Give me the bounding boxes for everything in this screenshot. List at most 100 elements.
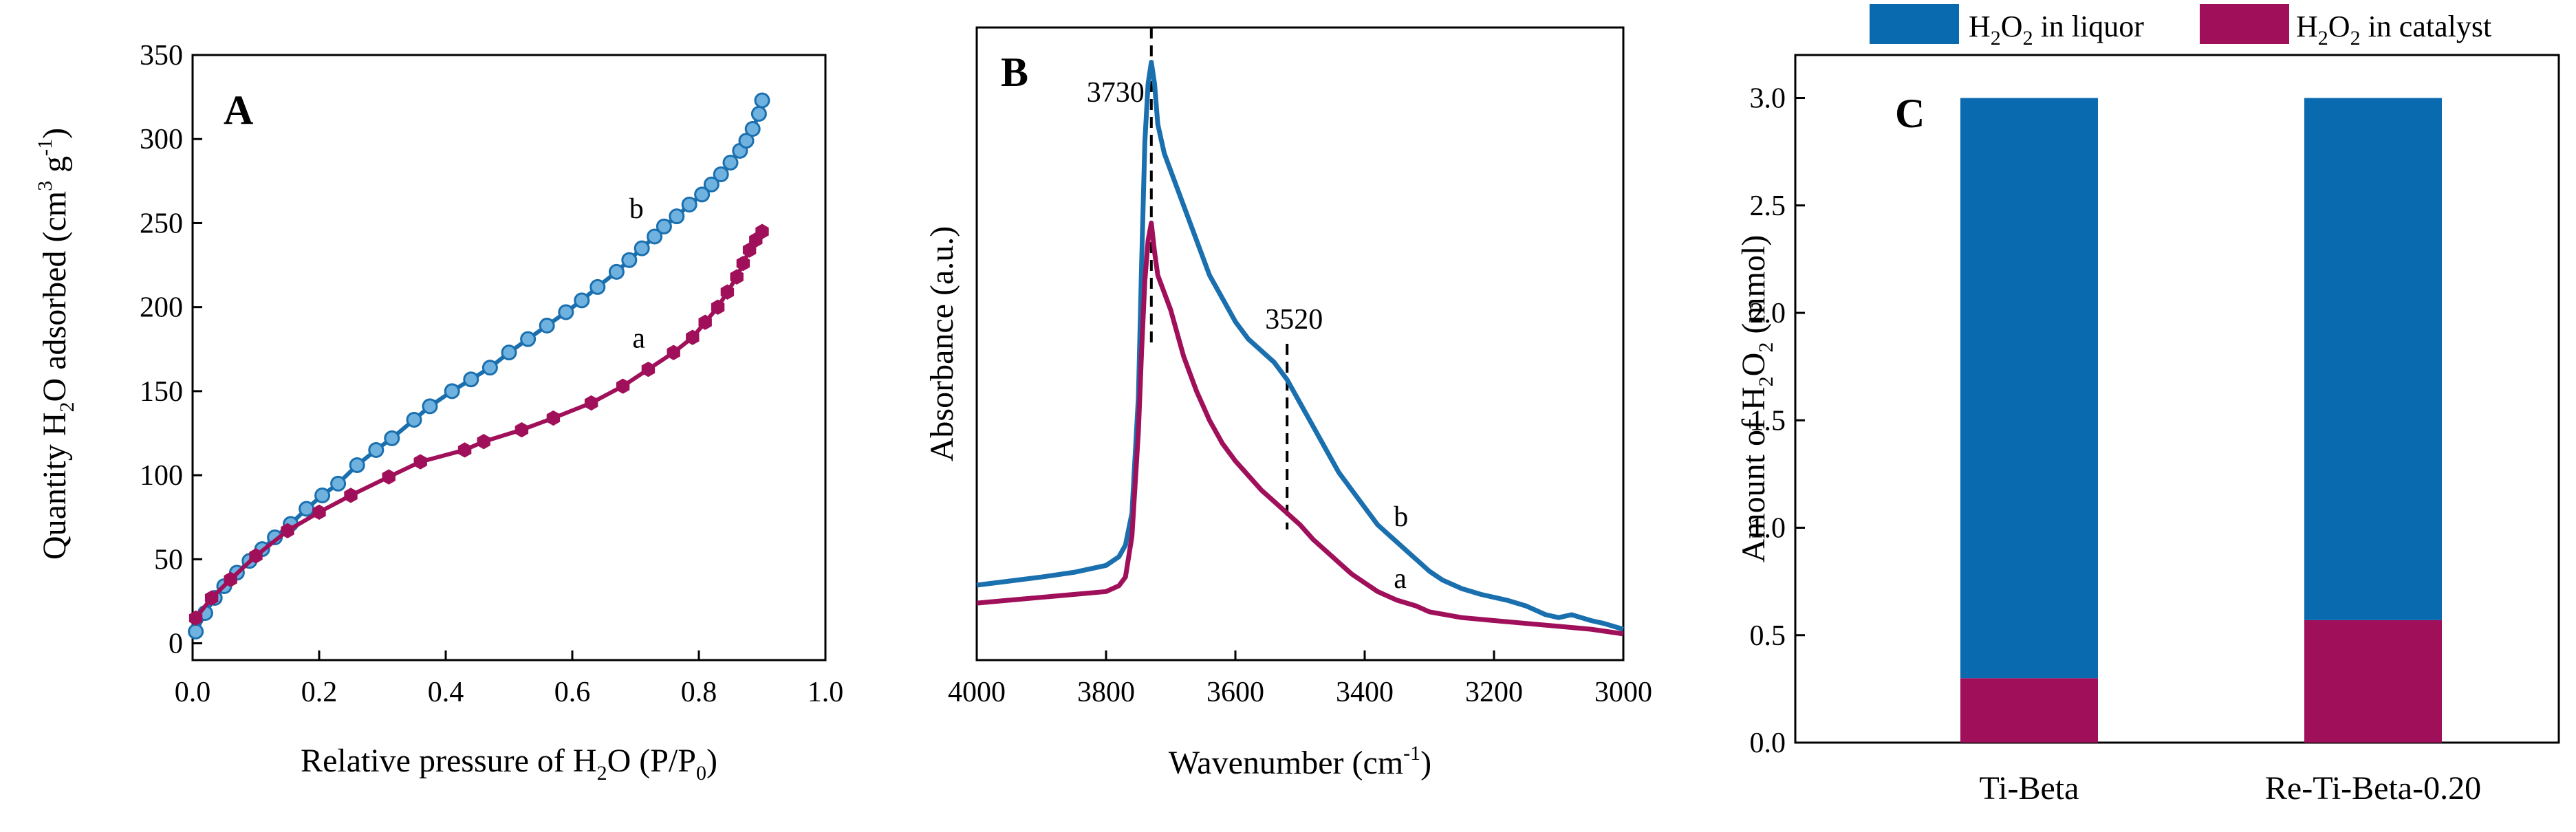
x-tick-label: 1.0 [808,677,844,708]
y-tick-label: 2.0 [1750,298,1786,329]
data-point-a [720,284,735,300]
data-point-b [608,263,625,280]
panel-c: C 0.0 0.5 1.0 1.5 2.0 2.5 3.0 Ti-Beta Re-Ti-Bet… [1735,4,2560,807]
panel-b-x-axis-label: Wavenumber (cm-1) [1169,742,1431,781]
data-point-b [656,218,672,234]
series-line-a [194,230,764,620]
panel-c-frame [1794,54,2560,744]
panel-a-label: A [224,87,253,133]
data-point-b [634,240,650,256]
data-point-a [224,571,237,587]
legend-label-catalyst: H2O2 in catalyst [2296,10,2491,50]
series-line-b [193,100,764,633]
data-point-b [520,331,537,347]
spectrum-label-a: a [1394,563,1407,595]
data-point-b [188,623,204,639]
data-point-a [641,361,656,377]
data-point-a [188,610,203,626]
spectrum-line-a [976,220,1624,637]
panel-c-bars [1960,98,2442,743]
data-point-b [647,228,663,245]
y-tick-label: 350 [140,40,183,72]
peak-label-3520: 3520 [1265,304,1323,336]
data-point-a [312,504,326,521]
y-tick-label: 3.0 [1750,83,1786,115]
x-tick-label: 3600 [1206,677,1264,708]
x-tick-label: 0.6 [554,677,591,708]
panel-a-x-axis-label: Relative pressure of H2O (P/P0) [301,743,717,785]
legend-label-liquor: H2O2 in liquor [1969,10,2144,50]
x-tick-label: 0.8 [681,677,717,708]
data-point-b [754,92,770,109]
data-point-b [713,166,729,183]
data-point-b [330,475,347,492]
series-label-a: a [632,322,645,354]
data-point-a [711,299,725,315]
bar-segment-liquor [1960,98,2098,679]
data-point-b [384,430,400,446]
data-point-a [546,410,561,426]
data-point-a [344,488,358,503]
panel-a: A 0 50 100 150 200 250 300 350 0.0 0.2 0.4 0.6 0.8 1… [34,40,843,785]
panel-a-y-ticks: 0 50 100 150 200 250 300 350 [140,40,202,660]
y-tick-label: 250 [140,208,183,239]
data-point-a [204,590,219,606]
y-tick-label: 0 [169,628,183,660]
data-point-a [686,329,700,345]
data-point-b [349,457,365,473]
panel-c-y-axis-label: Amount of H2O2 (mmol) [1735,235,1777,563]
panel-b-y-axis-label: Absorbance (a.u.) [924,226,960,462]
data-point-a [457,442,472,458]
y-tick-label: 2.5 [1750,190,1786,222]
panel-a-y-axis-label: Quantity H2O adsorbed (cm3 g-1) [34,128,78,560]
data-point-a [736,255,750,272]
category-label: Re-Ti-Beta-0.20 [2265,770,2481,807]
y-tick-label: 1.5 [1750,405,1786,437]
y-tick-label: 0.0 [1750,727,1786,759]
data-point-a [249,548,263,564]
panel-b-series [976,60,1624,637]
category-label: Ti-Beta [1980,770,2079,807]
legend-swatch-liquor [1870,4,1959,44]
series-label-b: b [629,193,644,225]
x-tick-label: 3400 [1336,677,1394,708]
peak-label-3730: 3730 [1087,77,1145,109]
panel-c-categories: Ti-Beta Re-Ti-Beta-0.20 [1980,770,2482,807]
data-point-b [539,318,555,334]
data-point-a [730,269,744,285]
y-tick-label: 100 [140,460,183,492]
y-tick-label: 200 [140,292,183,324]
data-point-a [413,454,427,470]
panel-c-y-ticks: 0.0 0.5 1.0 1.5 2.0 2.5 3.0 [1750,83,1805,759]
x-tick-label: 0.0 [175,677,211,708]
data-point-b [481,360,498,376]
x-tick-label: 3800 [1077,677,1135,708]
data-point-b [444,383,460,399]
data-point-a [667,344,680,360]
y-tick-label: 0.5 [1750,620,1786,652]
data-point-b [463,371,479,388]
y-tick-label: 300 [140,124,183,155]
data-point-b [558,304,574,320]
y-tick-label: 50 [154,544,183,576]
panel-a-series [188,92,770,639]
data-point-b [406,411,422,428]
legend-swatch-catalyst [2200,4,2289,44]
data-point-b [589,278,606,295]
panel-b-x-ticks: 4000 3800 3600 3400 3200 3000 [948,650,1652,708]
x-tick-label: 0.4 [428,677,464,708]
data-point-b [314,487,331,503]
data-point-a [584,395,598,411]
spectrum-line-b [976,60,1624,632]
data-point-b [621,252,638,268]
data-point-b [703,176,719,193]
data-point-a [755,223,769,239]
data-point-a [382,469,396,485]
data-point-b [694,186,711,203]
panel-b-label: B [1001,50,1028,95]
data-point-a [698,314,712,330]
data-point-b [738,133,755,149]
panel-a-frame [191,54,827,661]
